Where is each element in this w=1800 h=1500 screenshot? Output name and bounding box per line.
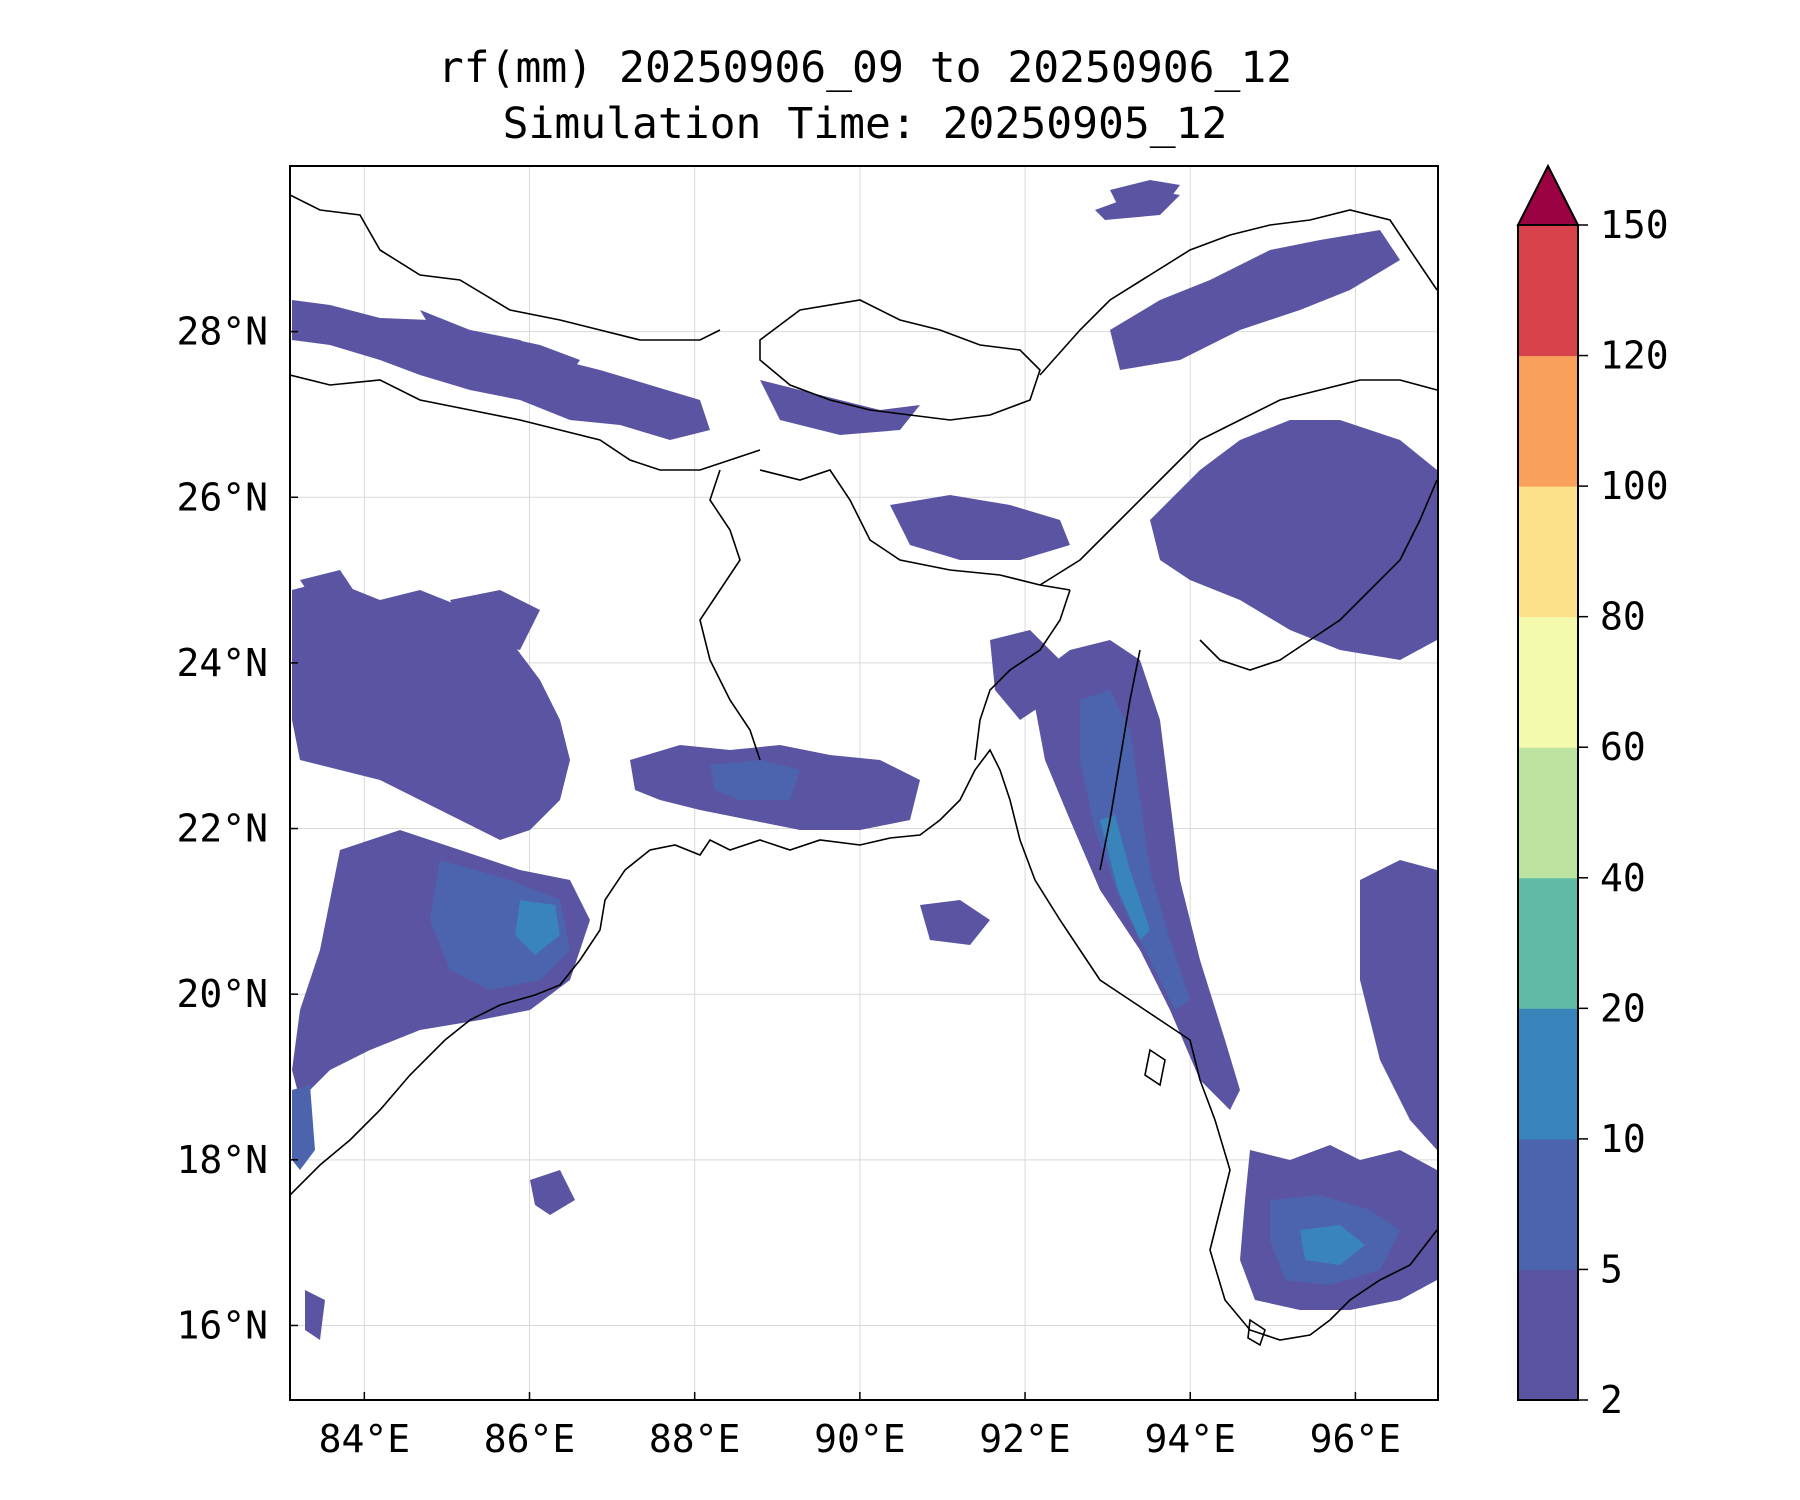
- border-myanmar-china: [1199, 479, 1438, 671]
- colorbar-band: [1518, 486, 1578, 618]
- rain-area-coast-west: [292, 1085, 315, 1170]
- y-tick-label: 28°N: [176, 310, 268, 354]
- x-tick-label: 94°E: [1144, 1417, 1236, 1461]
- x-tick-label: 84°E: [319, 1417, 411, 1461]
- rain-area-bay-1: [920, 900, 990, 945]
- coast-andaman-island: [1144, 1048, 1166, 1087]
- x-tick-label: 86°E: [484, 1417, 576, 1461]
- border-bangladesh-north: [759, 469, 1071, 591]
- latitude-ticks: 28°N 26°N 24°N 22°N 20°N 18°N 16°N: [176, 310, 298, 1347]
- colorbar-tick-label: 120: [1600, 334, 1669, 378]
- border-bhutan: [759, 299, 1041, 421]
- border-arunachal: [1039, 209, 1438, 376]
- border-nepal-north: [290, 194, 721, 341]
- title-line-2: Simulation Time: 20250905_12: [502, 99, 1228, 149]
- rain-area-arunachal: [1110, 230, 1400, 370]
- colorbar-tick-label: 10: [1600, 1117, 1646, 1161]
- rain-area-bhutan: [760, 380, 920, 435]
- colorbar-tick-label: 20: [1600, 986, 1646, 1030]
- border-myanmar-india-south: [1099, 649, 1141, 871]
- rain-area-sundarbans-core: [710, 760, 800, 800]
- coast-sri-lanka-tip: [1247, 1318, 1266, 1347]
- rain-area-odisha-core: [430, 860, 570, 990]
- rain-area-nagaland: [1150, 420, 1437, 660]
- y-tick-label: 18°N: [176, 1138, 268, 1182]
- colorbar-band: [1518, 747, 1578, 879]
- colorbar-extend-arrow: [1516, 163, 1580, 226]
- colorbar-tick-label: 2: [1600, 1378, 1623, 1422]
- y-tick-label: 16°N: [176, 1303, 268, 1347]
- colorbar-band: [1518, 355, 1578, 487]
- colorbar-ticks: 2 5 10 20 40 60 80 100 120 150: [1578, 203, 1669, 1422]
- colorbar-tick-label: 100: [1600, 464, 1669, 508]
- coastline-east-india: [290, 748, 1438, 1341]
- title-line-1: rf(mm) 20250906_09 to 20250906_12: [437, 43, 1293, 93]
- border-nepal-south: [290, 374, 761, 471]
- colorbar: 2 5 10 20 40 60 80 100 120 150: [1516, 163, 1669, 1422]
- colorbar-tick-label: 5: [1600, 1247, 1623, 1291]
- rain-area-bay-4: [1110, 180, 1180, 210]
- y-tick-label: 20°N: [176, 972, 268, 1016]
- colorbar-band: [1518, 1269, 1578, 1401]
- rain-area-odisha-heavy: [515, 900, 560, 955]
- colorbar-tick-label: 40: [1600, 856, 1646, 900]
- y-tick-label: 24°N: [176, 641, 268, 685]
- colorbar-band: [1518, 225, 1578, 357]
- colorbar-tick-label: 150: [1600, 203, 1669, 247]
- y-tick-label: 26°N: [176, 475, 268, 519]
- border-myanmar-india: [1039, 379, 1438, 586]
- x-tick-label: 92°E: [979, 1417, 1071, 1461]
- rain-area-sylhet: [990, 630, 1060, 720]
- rain-area-nepal-2: [420, 310, 580, 390]
- rain-area-arakan-heavy: [1100, 815, 1150, 940]
- colorbar-bands: [1518, 225, 1578, 1401]
- colorbar-band: [1518, 877, 1578, 1009]
- x-tick-label: 96°E: [1310, 1417, 1402, 1461]
- rain-area-jharkhand-north: [450, 590, 540, 650]
- rain-area-bay-3: [305, 1290, 325, 1340]
- colorbar-band: [1518, 1008, 1578, 1140]
- rainfall-shading: [292, 180, 1437, 1340]
- rain-area-bihar: [300, 570, 360, 610]
- x-tick-label: 90°E: [814, 1417, 906, 1461]
- colorbar-tick-label: 60: [1600, 725, 1646, 769]
- rain-area-shan: [1360, 860, 1437, 1150]
- colorbar-tick-label: 80: [1600, 595, 1646, 639]
- x-tick-label: 88°E: [649, 1417, 741, 1461]
- rain-area-meghalaya: [890, 495, 1070, 560]
- map-title: rf(mm) 20250906_09 to 20250906_12 Simula…: [290, 40, 1440, 152]
- y-tick-label: 22°N: [176, 807, 268, 851]
- border-bangladesh-east: [974, 589, 1071, 761]
- border-bangladesh-west: [699, 469, 761, 761]
- map-panel: 84°E 86°E 88°E 90°E 92°E 94°E 96°E 28°N 26°N 24°…: [176, 165, 1439, 1461]
- colorbar-band: [1518, 1138, 1578, 1270]
- colorbar-band: [1518, 616, 1578, 748]
- rain-area-arakan-core: [1080, 690, 1190, 1010]
- coastlines-and-borders: [290, 194, 1438, 1347]
- map-frame: [289, 165, 1439, 1401]
- colorbar-frame: [1517, 224, 1579, 1401]
- rain-area-bay-2: [530, 1170, 575, 1215]
- longitude-ticks: 84°E 86°E 88°E 90°E 92°E 94°E 96°E: [319, 1392, 1402, 1461]
- rain-area-irrawaddy-heavy: [1300, 1225, 1365, 1265]
